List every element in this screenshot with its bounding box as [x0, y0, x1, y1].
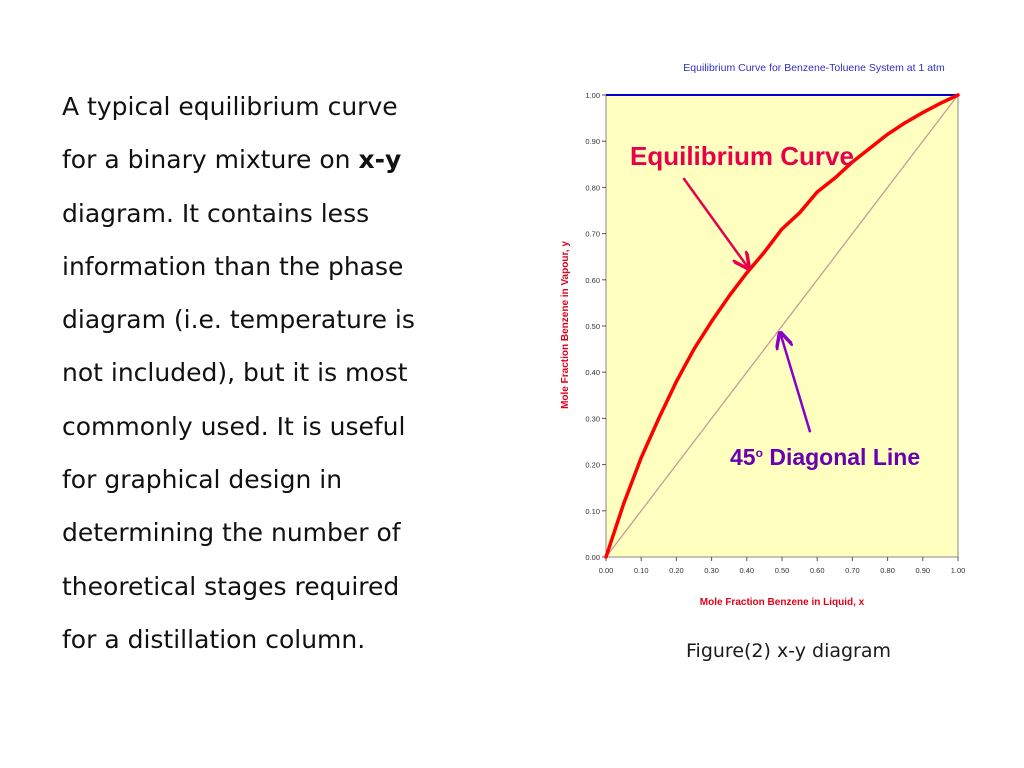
paragraph-line: determining the number of [62, 518, 401, 548]
x-tick-label: 0.90 [915, 566, 930, 575]
diagonal-annotation-suffix: Diagonal Line [763, 444, 920, 470]
y-tick-label: 1.00 [585, 91, 600, 100]
y-tick-label: 0.50 [585, 322, 600, 331]
y-axis-label: Mole Fraction Benzene in Vapour, y [560, 241, 571, 409]
paragraph-line: A typical equilibrium curve [62, 92, 398, 121]
equilibrium-point [850, 160, 854, 164]
x-tick-label: 0.80 [880, 566, 895, 575]
figure-caption: Figure(2) x-y diagram [686, 640, 892, 662]
paragraph-line: diagram. It contains less [62, 198, 370, 228]
equilibrium-point [868, 146, 872, 150]
paragraph-line: for a distillation column. [62, 624, 366, 654]
y-tick-label: 0.60 [585, 276, 600, 285]
y-tick-label: 0.30 [585, 414, 600, 423]
x-tick-label: 0.40 [739, 566, 754, 575]
x-tick-label: 0.20 [669, 566, 684, 575]
equilibrium-point [938, 101, 942, 105]
equilibrium-point [604, 555, 608, 559]
x-tick-label: 0.60 [810, 566, 825, 575]
y-tick-label: 0.00 [585, 553, 600, 562]
equilibrium-point [903, 121, 907, 125]
x-tick-label: 0.00 [599, 566, 614, 575]
degree-superscript: o [756, 446, 763, 460]
x-tick-label: 1.00 [951, 566, 966, 575]
equilibrium-curve-arrow [682, 177, 748, 268]
equilibrium-point [780, 227, 784, 231]
paragraph-line: theoretical stages required [62, 571, 400, 601]
equilibrium-point [674, 379, 678, 384]
equilibrium-point [886, 132, 890, 136]
y-tick-label: 0.80 [585, 183, 600, 192]
y-tick-label: 0.10 [585, 507, 600, 516]
paragraph-line: for a binary mixture on x-y [62, 133, 492, 186]
diagonal-line-annotation: 45o Diagonal Line [730, 444, 920, 470]
xy-diagram-chart: 0.00 0.10 0.20 0.30 0.40 0.50 0.60 0.70 0.80 0.90… [560, 62, 965, 608]
paragraph-line-text: for a binary mixture on [62, 145, 359, 175]
diagonal-annotation-number: 45 [730, 444, 756, 470]
equilibrium-point [815, 190, 819, 194]
equilibrium-point [762, 250, 766, 254]
equilibrium-curve-annotation: Equilibrium Curve [630, 141, 854, 171]
x-tick-label: 0.70 [845, 566, 860, 575]
x-axis-label: Mole Fraction Benzene in Liquid, x [700, 597, 865, 608]
equilibrium-point [956, 93, 960, 97]
equilibrium-point [798, 211, 802, 215]
diagonal-line [605, 94, 959, 558]
y-tick-label: 0.90 [585, 137, 600, 146]
x-tick-label: 0.10 [634, 566, 649, 575]
equilibrium-point [727, 294, 731, 298]
equilibrium-point [639, 456, 643, 460]
x-tick-label: 0.50 [775, 566, 790, 575]
equilibrium-point [657, 416, 661, 420]
y-tick-label: 0.20 [585, 461, 600, 470]
paragraph-line: diagram (i.e. temperature is [62, 305, 415, 335]
equilibrium-point [921, 110, 925, 115]
equilibrium-point [710, 319, 714, 323]
paragraph-line: commonly used. It is useful [62, 411, 406, 441]
plot-layer: 0.00 0.10 0.20 0.30 0.40 0.50 0.60 0.70 0.80 0.90… [585, 91, 965, 575]
chart-title: Equilibrium Curve for Benzene-Toluene Sy… [683, 62, 945, 74]
equilibrium-point [745, 271, 749, 275]
paragraph-line: not included), but it is most [62, 358, 408, 388]
y-tick-label: 0.70 [585, 230, 600, 239]
diagonal-line-arrow [780, 333, 812, 433]
equilibrium-point [833, 176, 837, 180]
y-tick-label: 0.40 [585, 368, 600, 377]
description-paragraph: A typical equilibrium curve for a binary… [62, 80, 492, 666]
paragraph-line: for graphical design in [62, 465, 343, 495]
equilibrium-point [622, 502, 626, 506]
x-tick-label: 0.30 [704, 566, 719, 575]
equilibrium-point [692, 347, 696, 351]
paragraph-line: information than the phase [62, 251, 404, 281]
bold-term-xy: x-y [358, 145, 402, 175]
